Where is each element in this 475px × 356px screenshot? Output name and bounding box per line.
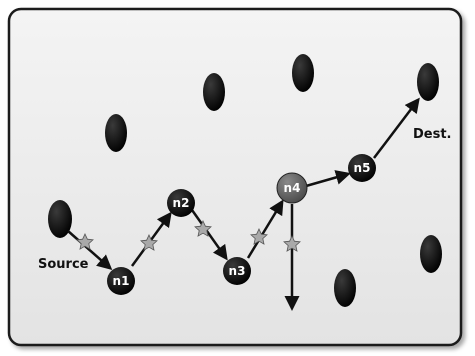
arrow-source-n1 [67,230,113,270]
node-label: n1 [113,274,130,288]
arrow-n3-n4 [246,199,284,259]
arrow-n4-n5 [305,170,351,188]
relay-markers [76,220,301,252]
node-n3: n3 [223,257,251,285]
node-label: n3 [229,264,246,278]
idle-node [203,73,225,111]
active-node-icon [276,172,308,204]
idle-node [334,269,356,307]
path-nodes: n1 n2 n3 n4 n5 [107,154,376,295]
star-icon [283,235,301,252]
arrow-n5-dest [373,97,420,159]
node-label: n4 [284,181,301,195]
source-node [48,200,72,238]
diagram-panel [7,7,463,347]
star-icon [250,228,268,245]
star-icon [140,234,158,251]
star-icon [194,220,212,237]
node-n5: n5 [348,154,376,182]
idle-node [105,114,127,152]
node-label: n5 [354,161,371,175]
node-n2: n2 [167,189,195,217]
idle-node [292,54,314,92]
circle-node-icon [348,154,376,182]
circle-node-icon [223,257,251,285]
node-n1: n1 [107,267,135,295]
circle-node-icon [107,267,135,295]
node-label: n2 [173,196,190,210]
arrow-n2-n3 [190,209,228,261]
destination-label: Dest. [413,127,452,142]
idle-node [417,63,439,101]
star-icon [76,233,94,250]
circle-node-icon [167,189,195,217]
node-n4: n4 [276,172,308,204]
source-label: Source [38,257,89,272]
idle-node [420,235,442,273]
idle-nodes [48,54,442,307]
